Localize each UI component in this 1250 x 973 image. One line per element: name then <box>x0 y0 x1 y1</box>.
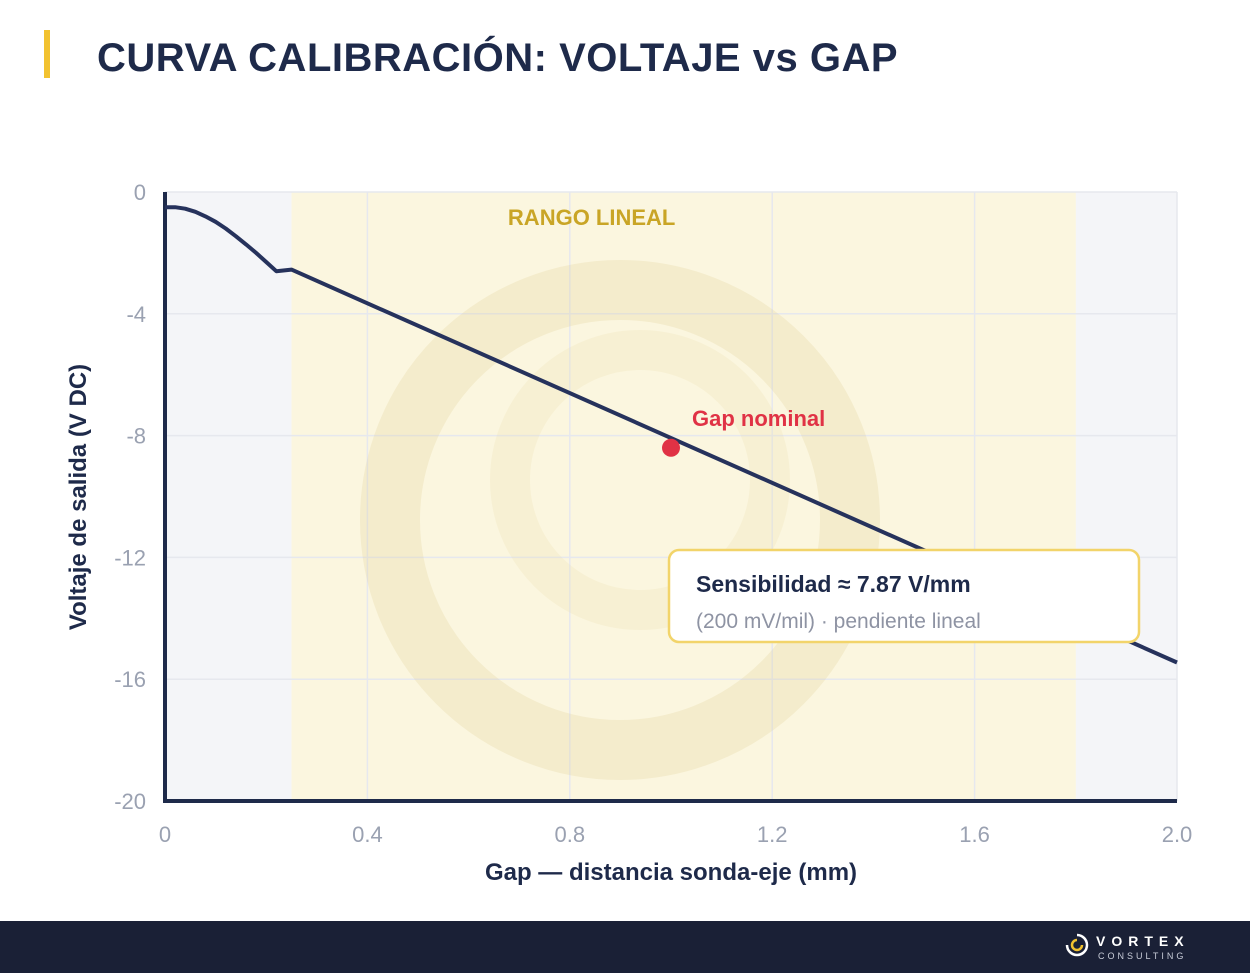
sensitivity-title: Sensibilidad ≈ 7.87 V/mm <box>696 571 971 597</box>
x-axis-label: Gap — distancia sonda-eje (mm) <box>485 859 857 886</box>
x-tick-label: 1.6 <box>959 822 990 847</box>
brand-name: VORTEX <box>1096 933 1190 949</box>
x-axis-ticks: 0 0.4 0.8 1.2 1.6 2.0 <box>159 822 1192 847</box>
nominal-point-label: Gap nominal <box>692 406 825 431</box>
title-accent-bar <box>44 30 50 78</box>
linear-range-band <box>291 192 1076 801</box>
y-tick-label: -20 <box>114 789 146 814</box>
brand-tagline: CONSULTING <box>1098 951 1187 961</box>
y-tick-label: -4 <box>126 302 146 327</box>
footer-bar: VORTEX CONSULTING <box>0 921 1250 973</box>
y-tick-label: 0 <box>134 180 146 205</box>
vortex-swirl-icon <box>1065 933 1089 957</box>
calibration-curve <box>165 205 1178 665</box>
y-tick-label: -8 <box>126 424 146 449</box>
x-tick-label: 0.4 <box>352 822 383 847</box>
calibration-chart: RANGO LINEAL 0 -4 -8 -12 -16 -20 0 0.4 0.8 1.2 1.… <box>65 180 1192 886</box>
sensitivity-box: Sensibilidad ≈ 7.87 V/mm (200 mV/mil) · … <box>667 548 1141 644</box>
sensitivity-subtitle: (200 mV/mil) · pendiente lineal <box>696 610 981 633</box>
page-title: CURVA CALIBRACIÓN: VOLTAJE vs GAP <box>97 36 899 80</box>
x-tick-label: 0.8 <box>555 822 586 847</box>
x-tick-label: 2.0 <box>1162 822 1193 847</box>
x-tick-label: 0 <box>159 822 171 847</box>
y-axis-ticks: 0 -4 -8 -12 -16 -20 <box>114 180 146 814</box>
y-tick-label: -12 <box>114 545 146 570</box>
nominal-point <box>662 438 680 457</box>
x-tick-label: 1.2 <box>757 822 788 847</box>
y-tick-label: -16 <box>114 667 146 692</box>
y-axis-label: Voltaje de salida (V DC) <box>65 364 92 630</box>
linear-range-label: RANGO LINEAL <box>508 205 675 230</box>
